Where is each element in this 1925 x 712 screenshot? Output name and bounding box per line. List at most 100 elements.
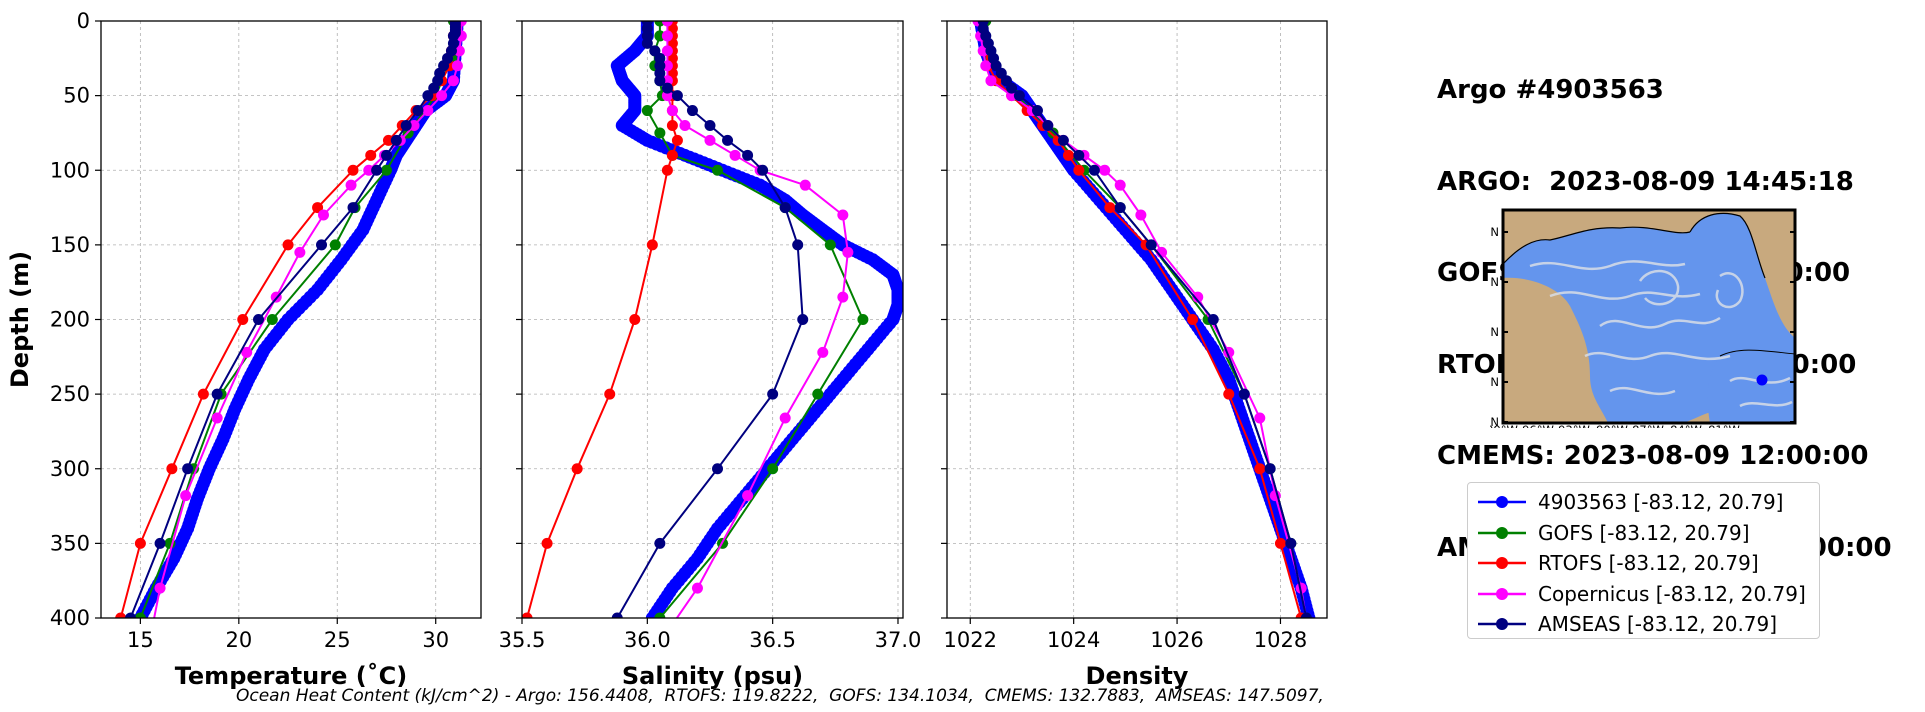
series-point-2 — [382, 134, 394, 146]
series-point-2 — [237, 314, 249, 325]
series-point-2 — [541, 537, 553, 549]
argo-location-marker — [1756, 374, 1768, 386]
series-point-3 — [317, 209, 329, 221]
series-point-4 — [654, 75, 666, 87]
x-axis-label: Density — [1086, 662, 1189, 690]
series-point-2 — [661, 164, 673, 176]
series-point-3 — [1099, 164, 1111, 176]
series-point-4 — [316, 239, 328, 251]
series-point-2 — [312, 202, 324, 214]
y-tick-label: 0 — [77, 9, 90, 33]
series-point-3 — [211, 412, 223, 424]
series-point-3 — [817, 346, 829, 358]
series-point-3 — [779, 412, 791, 424]
series-point-4 — [371, 164, 383, 176]
series-point-2 — [629, 314, 641, 325]
series-point-3 — [661, 60, 673, 72]
series-point-4 — [1300, 612, 1312, 618]
series-group — [522, 21, 903, 618]
series-point-4 — [1042, 119, 1054, 131]
x-axis-label: Salinity (psu) — [622, 662, 803, 690]
series-point-4 — [641, 37, 653, 49]
series-point-4 — [686, 105, 698, 117]
series-point-4 — [1145, 239, 1157, 251]
series-point-3 — [837, 209, 849, 221]
series-point-4 — [1238, 388, 1250, 400]
series-point-4 — [1031, 105, 1043, 117]
series-point-3 — [980, 60, 992, 72]
series-point-3 — [345, 179, 357, 191]
series-point-3 — [704, 134, 716, 146]
series-point-2 — [134, 537, 146, 549]
series-point-3 — [742, 490, 754, 502]
series-point-4 — [125, 612, 137, 618]
series-point-1 — [654, 30, 666, 42]
series-point-2 — [1073, 164, 1085, 176]
series-point-2 — [1187, 314, 1199, 325]
map-lat-label: 24°N — [1490, 325, 1499, 339]
map-lon-label: 99°W — [1490, 423, 1518, 428]
series-point-3 — [729, 149, 741, 161]
argo-float-title: Argo #4903563 — [1437, 75, 1664, 105]
series-point-4 — [1207, 314, 1219, 325]
map-coastline-north — [1502, 226, 1691, 265]
x-tick-label: 37.0 — [875, 628, 922, 652]
x-tick-label: 30 — [422, 628, 449, 652]
series-point-2 — [166, 463, 178, 475]
y-tick-label: 150 — [50, 233, 90, 257]
series-point-4 — [712, 463, 724, 475]
series-point-3 — [837, 291, 849, 303]
x-tick-label: 35.5 — [499, 628, 546, 652]
legend-label: RTOFS [-83.12, 20.79] — [1538, 551, 1759, 576]
series-point-2 — [646, 239, 658, 251]
map-lon-label: 87°W — [1632, 423, 1664, 428]
series-point-3 — [294, 246, 306, 258]
series-point-3 — [363, 164, 375, 176]
gulf-of-mexico-map: 30°N 27°N 24°N 21°N 18°N99°W 96°W 93°W 90°W 87°W… — [1490, 208, 1797, 428]
legend-swatch — [1478, 557, 1526, 570]
series-point-4 — [671, 90, 683, 102]
series-point-3 — [1135, 209, 1147, 221]
series-point-3 — [154, 582, 166, 594]
series-point-1 — [824, 239, 836, 251]
series-point-1 — [857, 314, 869, 325]
cmems-time: CMEMS: 2023-08-09 12:00:00 — [1437, 441, 1869, 471]
legend-swatch — [1478, 496, 1526, 509]
series-point-3 — [666, 105, 678, 117]
panel-1: 35.5 36.0 36.5 37.0 Salinity (psu) — [499, 20, 922, 690]
series-point-2 — [522, 612, 533, 618]
series-point-4 — [742, 149, 754, 161]
series-point-3 — [1295, 582, 1307, 594]
series-point-3 — [691, 582, 703, 594]
series-point-2 — [1104, 202, 1116, 214]
series-point-4 — [253, 314, 265, 325]
y-tick-label: 250 — [50, 382, 90, 406]
map-lon-label: 81°W — [1708, 423, 1740, 428]
series-point-1 — [266, 314, 278, 325]
map-lat-label: 18°N — [1490, 415, 1499, 428]
map-current-streamlines — [1529, 260, 1793, 408]
series-point-3 — [799, 179, 811, 191]
legend: 4903563 [-83.12, 20.79] GOFS [-83.12, 20.… — [1467, 482, 1820, 639]
legend-swatch — [1478, 587, 1526, 600]
y-tick-label: 350 — [50, 531, 90, 555]
map-lat-label: 21°N — [1490, 375, 1499, 389]
series-point-4 — [661, 82, 673, 94]
legend-label: 4903563 [-83.12, 20.79] — [1538, 490, 1784, 515]
series-point-3 — [241, 346, 253, 358]
series-point-1 — [654, 127, 666, 139]
series-point-4 — [767, 388, 779, 400]
legend-label: Copernicus [-83.12, 20.79] — [1538, 581, 1806, 606]
x-tick-label: 1024 — [1047, 628, 1100, 652]
series-point-1 — [134, 612, 146, 618]
map-lon-label: 93°W — [1558, 423, 1590, 428]
series-point-4 — [1285, 537, 1297, 549]
x-axis-label: Temperature (˚C) — [175, 662, 408, 690]
y-tick-label: 200 — [50, 308, 90, 332]
map-frame — [1501, 208, 1797, 425]
series-point-3 — [408, 119, 420, 131]
x-tick-label: 25 — [324, 628, 351, 652]
series-point-3 — [180, 490, 192, 502]
series-point-4 — [1088, 164, 1100, 176]
series-point-1 — [812, 388, 824, 400]
